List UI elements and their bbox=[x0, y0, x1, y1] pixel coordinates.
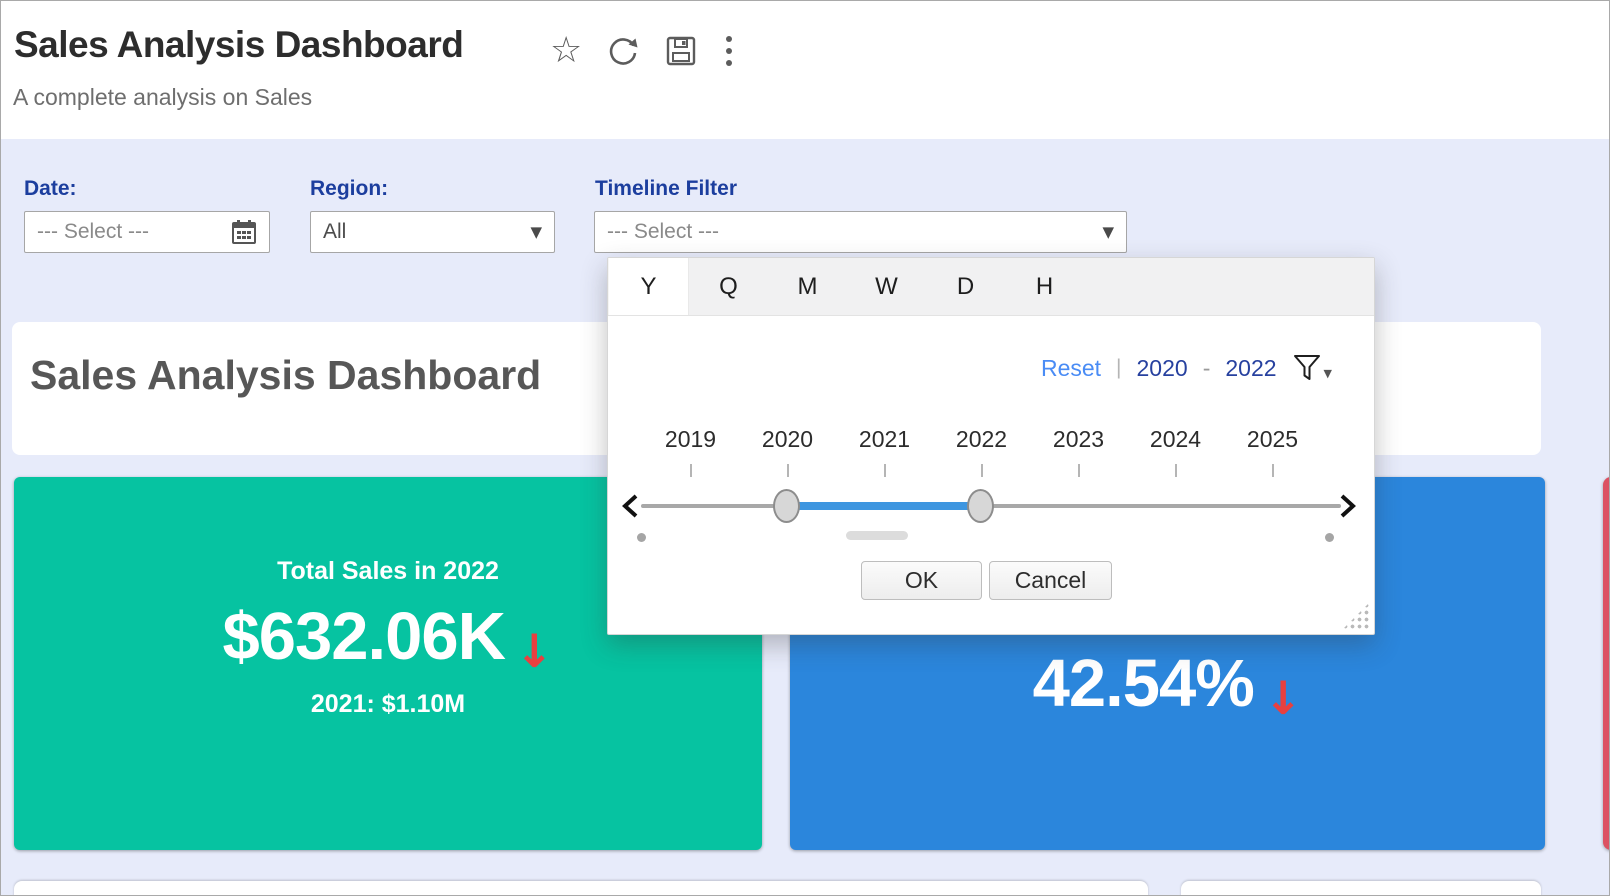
chevron-down-icon: ▼ bbox=[1102, 223, 1114, 241]
timeline-granularity-tabs: Y Q M W D H bbox=[608, 258, 1374, 316]
filter-funnel-icon[interactable]: ▼ bbox=[1292, 353, 1332, 383]
ok-button[interactable]: OK bbox=[861, 561, 982, 600]
trend-down-arrow-icon: ↓ bbox=[515, 624, 554, 678]
timeline-ticks bbox=[642, 464, 1321, 477]
horizontal-scrollbar[interactable] bbox=[846, 531, 908, 540]
range-summary-row: Reset | 2020 - 2022 ▼ bbox=[1041, 353, 1332, 383]
page-title: Sales Analysis Dashboard bbox=[14, 24, 464, 65]
timeline-range-slider bbox=[641, 486, 1341, 526]
timeline-filter-label: Timeline Filter bbox=[595, 177, 737, 200]
tab-week[interactable]: W bbox=[875, 272, 898, 300]
kpi-value: 42.54% bbox=[1032, 646, 1255, 721]
region-filter-value: All bbox=[323, 220, 347, 243]
timeline-scroll-left-icon[interactable] bbox=[618, 491, 644, 526]
slider-end-dot bbox=[637, 533, 646, 542]
tab-quarter[interactable]: Q bbox=[719, 272, 738, 300]
date-filter-label: Date: bbox=[24, 177, 77, 200]
page-subtitle: A complete analysis on Sales bbox=[13, 84, 313, 110]
save-icon[interactable] bbox=[664, 34, 698, 68]
divider: | bbox=[1116, 356, 1122, 379]
range-from-value[interactable]: 2020 bbox=[1136, 354, 1188, 381]
range-to-value[interactable]: 2022 bbox=[1225, 354, 1277, 381]
timeline-filter-popup: Y Q M W D H Reset | 2020 - 2022 ▼ 2019 2… bbox=[607, 257, 1375, 635]
year-label[interactable]: 2020 bbox=[761, 426, 814, 452]
calendar-icon bbox=[231, 219, 257, 245]
resize-handle[interactable] bbox=[1342, 602, 1370, 630]
reset-link[interactable]: Reset bbox=[1040, 354, 1102, 381]
kpi-comparison: 2021: $1.10M bbox=[310, 690, 466, 718]
tab-day[interactable]: D bbox=[956, 272, 975, 300]
year-label[interactable]: 2025 bbox=[1246, 426, 1299, 452]
kpi-title: Total Sales in 2022 bbox=[277, 557, 499, 585]
slider-end-dot bbox=[1325, 533, 1334, 542]
year-label[interactable]: 2022 bbox=[955, 426, 1008, 452]
chevron-down-icon: ▼ bbox=[1323, 367, 1332, 380]
year-label[interactable]: 2021 bbox=[858, 426, 911, 452]
date-filter-value: --- Select --- bbox=[37, 220, 149, 243]
cancel-button[interactable]: Cancel bbox=[989, 561, 1112, 600]
timeline-filter-select[interactable]: --- Select --- ▼ bbox=[594, 211, 1127, 253]
widget-title: Sales Analysis Dashboard bbox=[30, 352, 542, 398]
refresh-icon[interactable] bbox=[606, 34, 640, 68]
chevron-down-icon: ▼ bbox=[530, 223, 542, 241]
date-filter-input[interactable]: --- Select --- bbox=[24, 211, 270, 253]
widget-card bbox=[14, 881, 1148, 896]
widget-card bbox=[1181, 881, 1541, 896]
year-label[interactable]: 2023 bbox=[1052, 426, 1105, 452]
tab-month[interactable]: M bbox=[797, 272, 818, 300]
tab-year[interactable]: Y bbox=[608, 258, 689, 315]
timeline-year-labels: 2019 2020 2021 2022 2023 2024 2025 bbox=[642, 426, 1321, 453]
slider-handle-to[interactable] bbox=[967, 489, 994, 523]
slider-handle-from[interactable] bbox=[773, 489, 800, 523]
kpi-value: $632.06K bbox=[222, 599, 506, 674]
year-label[interactable]: 2019 bbox=[664, 426, 717, 452]
tab-hour[interactable]: H bbox=[1035, 272, 1054, 300]
timeline-scroll-right-icon[interactable] bbox=[1334, 491, 1360, 526]
favorite-star-icon[interactable]: ☆ bbox=[550, 30, 583, 71]
region-filter-label: Region: bbox=[310, 177, 389, 200]
kpi-card-next-edge bbox=[1603, 477, 1610, 850]
timeline-filter-value: --- Select --- bbox=[607, 220, 719, 243]
slider-selected-range[interactable] bbox=[787, 502, 981, 510]
region-filter-select[interactable]: All ▼ bbox=[310, 211, 555, 253]
more-options-icon[interactable] bbox=[722, 36, 736, 66]
range-dash: - bbox=[1202, 354, 1211, 381]
header-toolbar: ☆ bbox=[550, 33, 736, 69]
year-label[interactable]: 2024 bbox=[1149, 426, 1202, 452]
trend-down-arrow-icon: ↓ bbox=[1263, 671, 1303, 725]
